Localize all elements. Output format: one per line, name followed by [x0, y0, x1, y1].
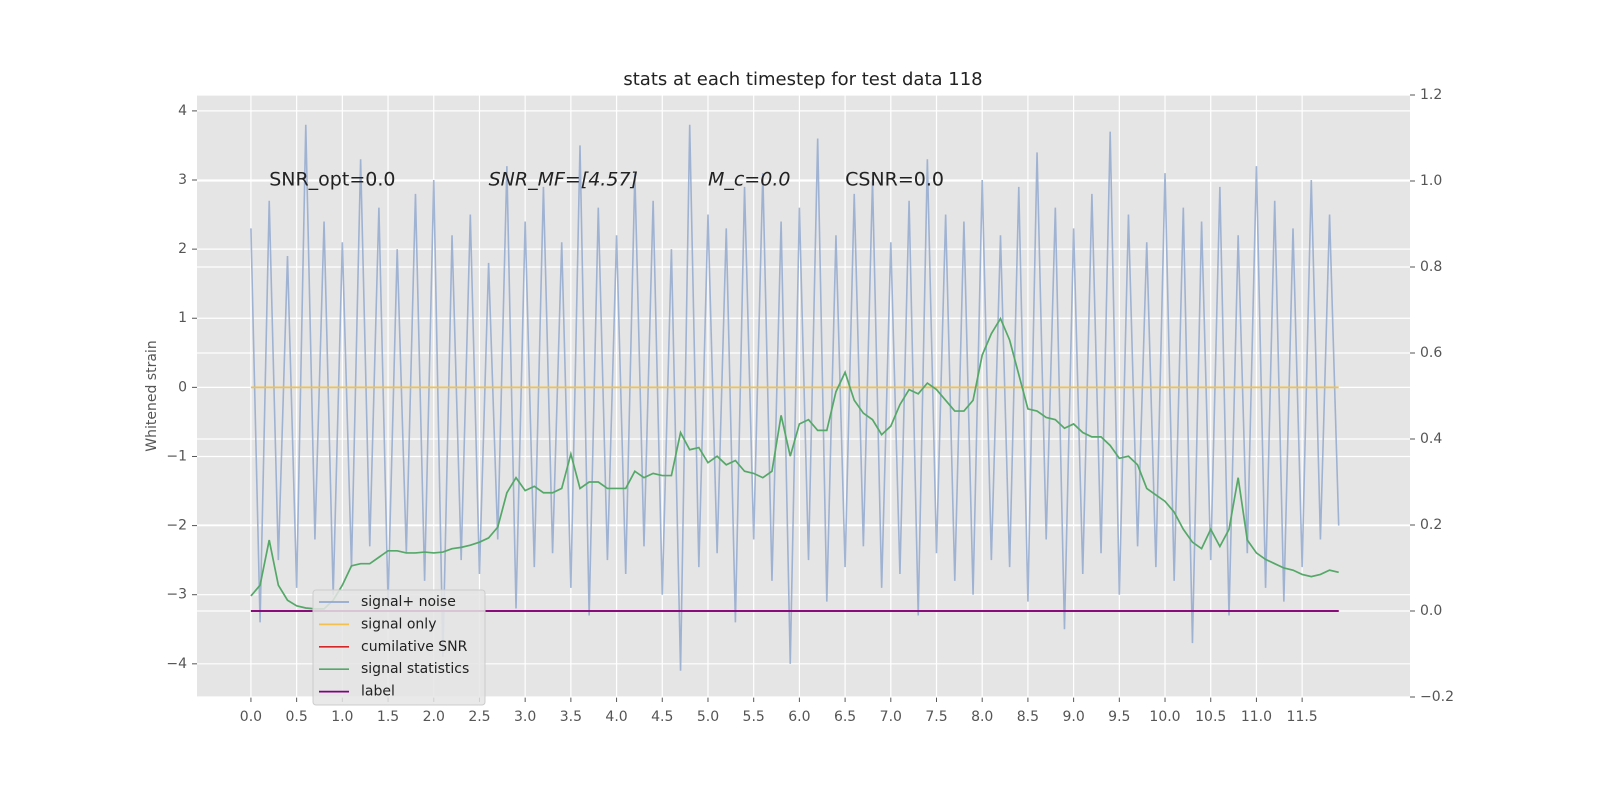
y-tick-label: −2 — [166, 518, 187, 534]
y2-tick-label: 0.8 — [1420, 259, 1442, 275]
y-tick-label: −4 — [166, 656, 187, 672]
x-tick-label: 10.5 — [1195, 709, 1226, 725]
y-tick-label: 0 — [178, 379, 187, 395]
x-tick-label: 8.0 — [971, 709, 993, 725]
x-tick-label: 0.0 — [240, 709, 262, 725]
x-tick-label: 5.5 — [743, 709, 765, 725]
y-tick-label: 2 — [178, 241, 187, 257]
annotation: M_c=0.0 — [708, 169, 790, 191]
x-tick-label: 3.0 — [514, 709, 536, 725]
x-tick-label: 6.0 — [788, 709, 810, 725]
x-tick-label: 7.0 — [880, 709, 902, 725]
legend-label: signal only — [361, 616, 436, 632]
annotation: SNR_MF=[4.57] — [489, 169, 638, 191]
x-tick-label: 4.5 — [651, 709, 673, 725]
x-tick-label: 9.5 — [1108, 709, 1130, 725]
y2-tick-label: 0.6 — [1420, 345, 1442, 361]
x-tick-label: 9.0 — [1062, 709, 1084, 725]
x-tick-label: 8.5 — [1017, 709, 1039, 725]
x-tick-label: 11.0 — [1241, 709, 1272, 725]
legend-label: signal statistics — [361, 661, 469, 677]
y2-tick-label: −0.2 — [1420, 689, 1454, 705]
x-tick-label: 11.5 — [1287, 709, 1318, 725]
x-tick-label: 3.5 — [560, 709, 582, 725]
legend-box — [312, 589, 486, 706]
annotation: CSNR=0.0 — [845, 169, 944, 191]
chart-title: stats at each timestep for test data 118 — [623, 69, 982, 90]
x-tick-label: 0.5 — [286, 709, 308, 725]
x-tick-label: 2.5 — [468, 709, 490, 725]
y2-tick-label: 1.2 — [1420, 87, 1442, 103]
y-tick-label: 3 — [178, 172, 187, 188]
y-tick-label: 1 — [178, 310, 187, 326]
x-tick-label: 1.5 — [377, 709, 399, 725]
y2-tick-label: 0.0 — [1420, 603, 1442, 619]
series-line — [250, 124, 1340, 671]
y2-tick-label: 1.0 — [1420, 173, 1442, 189]
x-tick-label: 7.5 — [925, 709, 947, 725]
x-tick-label: 1.0 — [331, 709, 353, 725]
legend-label: label — [361, 684, 395, 700]
series-line — [250, 316, 1339, 610]
legend-label: signal+ noise — [361, 594, 456, 610]
annotation: SNR_opt=0.0 — [269, 169, 395, 191]
x-tick-label: 5.0 — [697, 709, 719, 725]
y-axis-label: Whitened strain — [144, 340, 160, 451]
x-tick-label: 4.0 — [605, 709, 627, 725]
x-tick-label: 10.0 — [1149, 709, 1180, 725]
x-tick-label: 2.0 — [423, 709, 445, 725]
y-tick-label: 4 — [178, 103, 187, 119]
legend-label: cumilative SNR — [361, 639, 468, 655]
y2-tick-label: 0.4 — [1420, 431, 1442, 447]
y-tick-label: −3 — [166, 587, 187, 603]
x-tick-label: 6.5 — [834, 709, 856, 725]
y2-tick-label: 0.2 — [1420, 517, 1442, 533]
y-tick-label: −1 — [166, 448, 187, 464]
